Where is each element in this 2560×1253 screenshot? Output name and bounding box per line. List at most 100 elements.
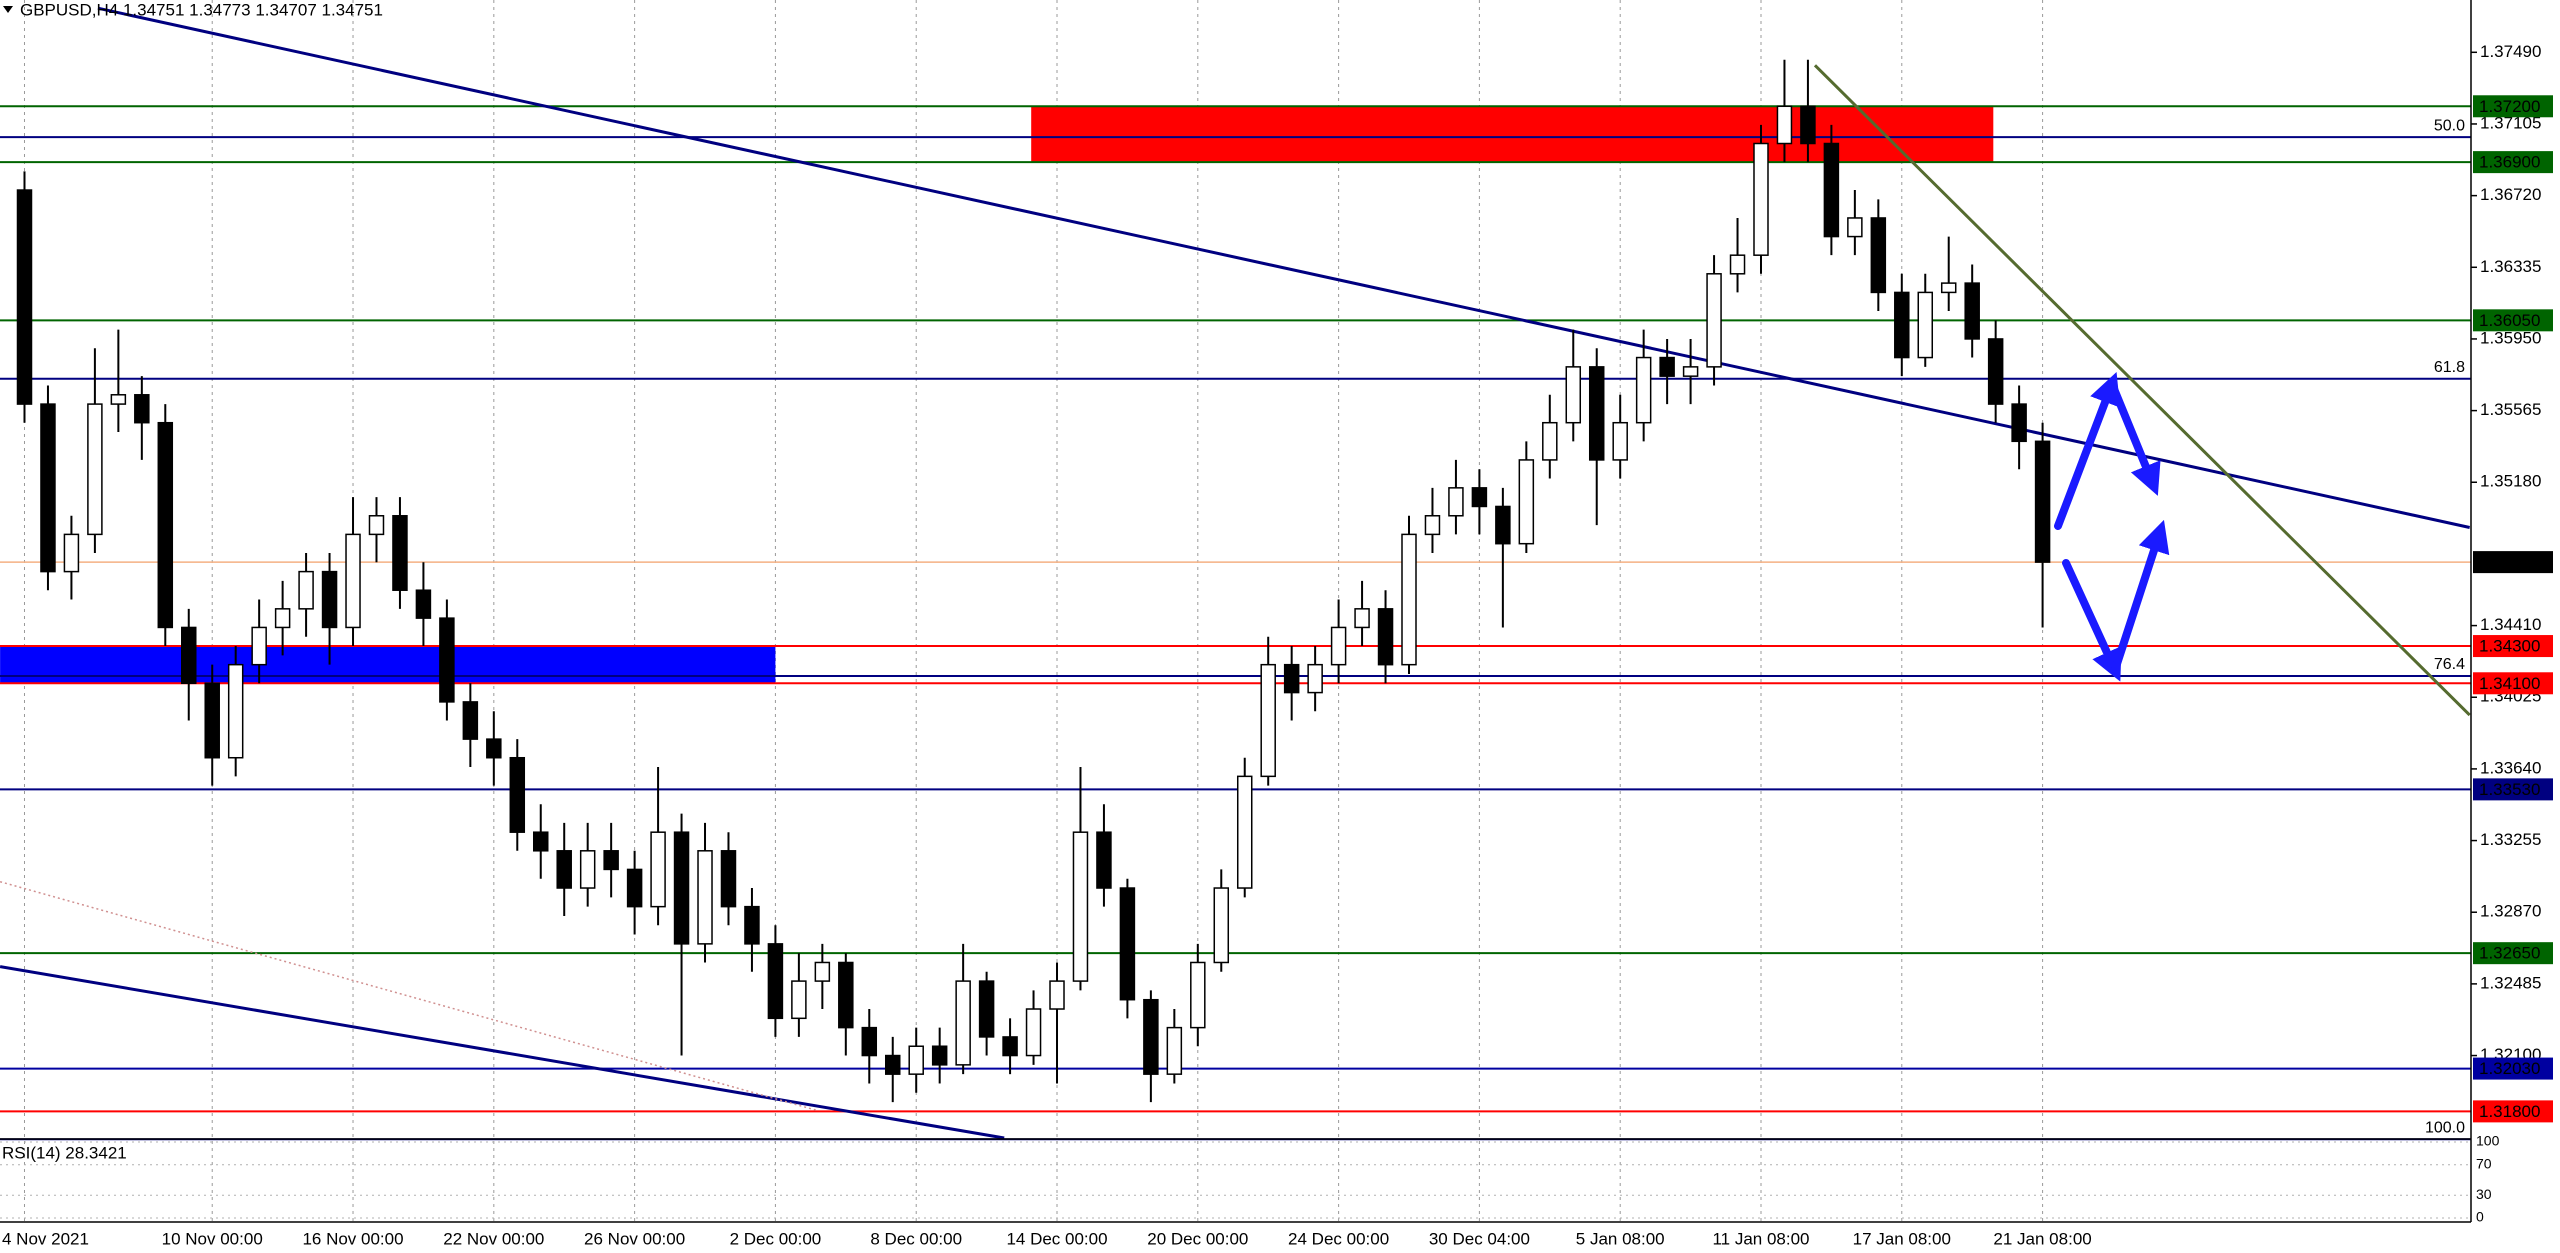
candle-body [1635,356,1652,424]
candle-body [838,961,854,1029]
candle-body [1354,608,1370,629]
candle-body [1823,142,1840,238]
candle-body [1471,487,1488,508]
fib-label: 76.4 [2434,656,2465,673]
candle-body [251,626,267,666]
rsi-tick-label: 0 [2476,1209,2484,1225]
rsi-label: RSI(14) 28.3421 [2,1143,127,1162]
y-tick-label: 1.32485 [2480,973,2541,992]
trendline [97,6,2470,529]
candle-body [1917,291,1934,359]
candle-body [626,868,643,908]
candle-body [509,756,526,833]
rsi-tick-label: 70 [2476,1156,2492,1172]
candle-body [1096,831,1112,889]
arrow [2108,380,2161,496]
x-tick-label: 4 Nov 2021 [2,1229,89,1248]
candle-body [486,738,502,759]
candle-body [1049,980,1065,1010]
candle-body [1659,356,1675,377]
candle-body [1377,608,1394,666]
y-tick-label: 1.35950 [2480,328,2541,347]
candle-body [1565,366,1582,424]
candle-body [1612,421,1628,461]
price-label-box [2473,672,2553,695]
y-tick-label: 1.35565 [2480,400,2541,419]
price-label: 1.31800 [2479,1102,2540,1121]
candle-body [157,421,174,629]
candle-body [1776,105,1793,145]
candle-body [978,980,995,1038]
candle-body [1800,105,1816,145]
candle-body [1448,487,1464,517]
zone [0,646,776,684]
candle-body [1213,887,1230,964]
zone [1031,106,1994,163]
candle-body [1166,1026,1183,1075]
candle-body [1847,217,1863,238]
candle-body [345,533,361,629]
candle-body [1236,775,1253,889]
candle-body [1964,282,1980,340]
y-tick-label: 1.36335 [2480,257,2541,276]
candle-body [1307,663,1323,694]
y-tick-label: 1.32870 [2480,902,2541,921]
y-tick-label: 1.37490 [2480,42,2541,61]
candle-body [603,850,619,871]
chart-layer: 50.0 61.8 76.4 100.0 [0,0,2471,1222]
candle-body [227,663,244,759]
candle-body [1260,663,1276,778]
candle-body [720,850,737,908]
candle-body [87,403,103,536]
x-tick-label: 20 Dec 00:00 [1147,1229,1248,1248]
price-label: 1.34751 [2479,553,2540,572]
candle-body [462,701,479,740]
candle-body [181,626,197,685]
y-tick-label: 1.36720 [2480,185,2541,204]
candle-body [1283,663,1300,694]
candle-body [814,961,831,982]
candle-body [392,515,408,591]
candle-body [1424,515,1441,536]
candle-body [744,905,760,945]
candle-body [1330,626,1347,666]
x-tick-label: 24 Dec 00:00 [1288,1229,1389,1248]
rsi-tick-label: 100 [2476,1133,2500,1149]
y-tick-label: 1.33640 [2480,758,2541,777]
candle-body [697,850,713,945]
trendline [1813,64,2471,717]
price-label-box [2473,778,2553,801]
candle-body [1682,366,1699,377]
candle-body [1753,142,1769,256]
chart-title: GBPUSD,H4 1.34751 1.34773 1.34707 1.3475… [20,0,383,19]
candle-body [1495,505,1511,545]
arrow [2054,372,2121,530]
x-tick-label: 11 Jan 08:00 [1712,1229,1809,1248]
candle-body [673,831,690,945]
price-label-box [2473,942,2553,965]
x-tick-label: 5 Jan 08:00 [1576,1229,1665,1248]
x-tick-label: 17 Jan 08:00 [1853,1229,1951,1248]
price-label: 1.36050 [2479,311,2540,330]
y-tick-label: 1.35180 [2480,472,2541,491]
price-label-box [2473,635,2553,658]
fib-label: 61.8 [2434,359,2465,376]
candle-body [134,394,150,424]
price-label-box [2473,551,2553,574]
x-tick-label: 8 Dec 00:00 [870,1229,962,1248]
candle-body [321,570,338,629]
candle-body [1729,254,1746,275]
candle-body [533,831,549,852]
trendline [0,965,1005,1140]
x-tick-label: 2 Dec 00:00 [730,1229,822,1248]
price-label: 1.32030 [2479,1059,2540,1078]
rsi-tick-label: 30 [2476,1186,2492,1202]
candle-body [955,980,971,1066]
candle-body [2011,403,2027,443]
price-label: 1.34300 [2479,637,2540,656]
x-tick-label: 10 Nov 00:00 [162,1229,263,1248]
x-tick-label: 21 Jan 08:00 [1993,1229,2091,1248]
price-label: 1.34100 [2479,674,2540,693]
candle-body [861,1026,878,1057]
